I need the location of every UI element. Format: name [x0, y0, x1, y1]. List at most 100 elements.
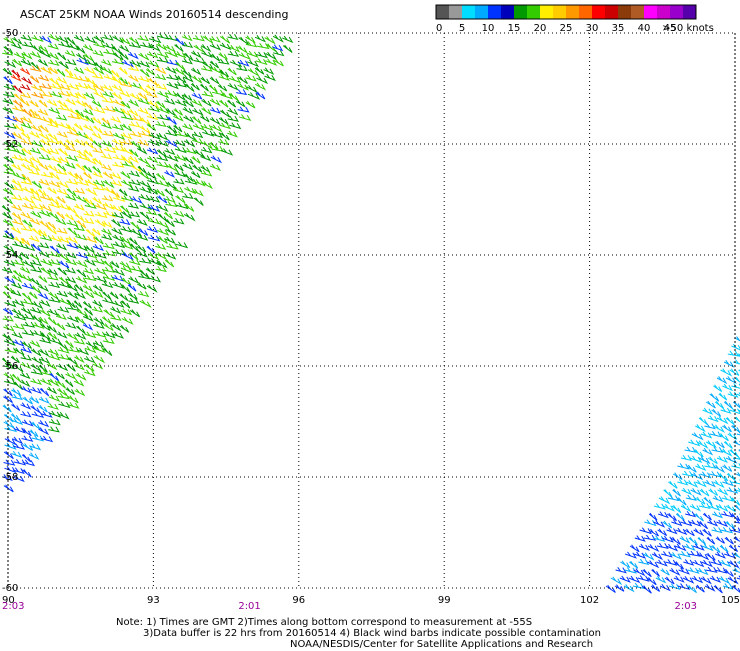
wind-barb — [715, 441, 724, 448]
wind-barb — [684, 544, 695, 550]
wind-barb — [39, 163, 48, 170]
wind-barb — [21, 35, 31, 40]
wind-barb — [47, 100, 56, 106]
wind-barb — [156, 67, 166, 73]
wind-barb — [722, 465, 731, 472]
wind-barb — [668, 481, 677, 488]
wind-barb — [703, 529, 712, 536]
wind-barb — [3, 292, 11, 299]
wind-barb — [703, 448, 712, 454]
wind-barb — [228, 68, 237, 75]
wind-barb — [211, 132, 222, 138]
wind-barb — [4, 451, 13, 458]
wind-barb — [20, 68, 29, 74]
wind-barb — [57, 77, 67, 83]
wind-barb — [31, 62, 40, 70]
wind-barb — [4, 485, 13, 492]
wind-barb — [736, 472, 740, 478]
wind-barb — [92, 132, 101, 138]
wind-barb — [48, 349, 58, 355]
legend-label: 35 — [612, 23, 625, 34]
wind-barb — [716, 520, 727, 526]
wind-barb — [56, 244, 66, 250]
wind-barb — [12, 212, 21, 219]
wind-barb — [673, 489, 681, 496]
wind-barb — [712, 527, 722, 532]
wind-barb — [93, 300, 102, 306]
map-frame — [8, 33, 735, 588]
wind-barb — [67, 130, 78, 136]
wind-barb — [65, 50, 75, 56]
wind-barb — [30, 307, 40, 313]
wind-barb — [147, 52, 157, 58]
wind-barb — [12, 179, 21, 186]
wind-barb — [76, 373, 86, 380]
wind-barb — [137, 219, 147, 225]
lat-tick-label: -60 — [2, 583, 18, 594]
wind-barb — [202, 108, 211, 115]
wind-barb — [67, 243, 78, 249]
wind-barb — [74, 225, 84, 230]
wind-barb — [167, 82, 178, 88]
wind-barb — [66, 323, 76, 328]
wind-barb — [85, 259, 95, 265]
wind-barb — [85, 134, 94, 141]
wind-barb — [716, 537, 725, 544]
wind-barb — [66, 372, 76, 378]
wind-barb — [31, 267, 42, 272]
wind-barb — [638, 559, 648, 564]
wind-barb — [22, 42, 33, 47]
wind-barb — [120, 325, 129, 332]
wind-barb — [130, 266, 141, 271]
wind-barb — [74, 123, 82, 130]
wind-barb — [147, 148, 157, 154]
wind-barb — [103, 243, 114, 248]
wind-barb — [648, 544, 658, 550]
legend-swatch — [592, 5, 606, 19]
wind-barb — [20, 372, 29, 378]
wind-barb — [719, 433, 729, 440]
wind-barb — [103, 172, 113, 179]
wind-barb — [4, 131, 14, 138]
legend-swatch — [631, 5, 645, 19]
wind-barb — [2, 212, 11, 219]
wind-barb — [698, 537, 706, 544]
wind-barb — [137, 147, 146, 153]
wind-barb — [192, 108, 202, 114]
legend-label: 30 — [586, 23, 599, 34]
wind-barb — [48, 427, 59, 432]
wind-barb — [156, 173, 165, 180]
wind-barb — [12, 204, 22, 210]
wind-barb — [157, 91, 168, 97]
wind-barb — [726, 417, 734, 424]
wind-barb — [139, 53, 149, 60]
legend-swatch — [540, 5, 554, 19]
wind-barb — [138, 108, 148, 114]
wind-barb — [58, 100, 67, 107]
wind-barb — [718, 488, 728, 494]
wind-barb — [20, 380, 29, 386]
wind-barb — [681, 504, 690, 510]
wind-barb — [707, 520, 717, 526]
wind-barb — [31, 349, 41, 356]
wind-barb — [201, 147, 211, 152]
wind-barb — [48, 404, 58, 409]
wind-barb — [182, 35, 191, 41]
wind-barb — [29, 453, 38, 459]
wind-barb — [58, 148, 67, 155]
wind-barb — [5, 437, 16, 444]
wind-barb — [85, 275, 96, 280]
wind-barb — [681, 455, 691, 460]
wind-barb — [694, 514, 703, 522]
wind-barb — [246, 75, 256, 80]
wind-barb — [111, 180, 121, 186]
wind-barb — [192, 99, 202, 105]
wind-barb — [30, 387, 40, 393]
wind-barb — [629, 561, 637, 568]
wind-barb — [48, 222, 56, 229]
wind-barb — [122, 60, 133, 66]
wind-barb — [30, 131, 39, 137]
wind-barb — [20, 267, 29, 273]
wind-barb — [683, 559, 693, 564]
wind-barb — [66, 98, 75, 104]
